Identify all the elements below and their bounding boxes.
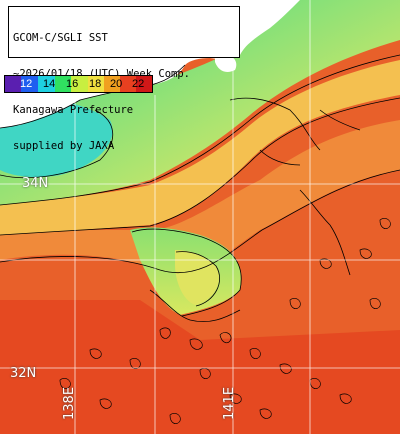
scale-segment	[21, 76, 38, 92]
longitude-label-141e: 141E	[222, 386, 237, 420]
scale-tick-12: 12	[20, 78, 33, 90]
temperature-color-scale: 12 14 16 18 20 22	[4, 75, 153, 93]
scale-segment	[55, 76, 71, 92]
title-line-3: Kanagawa Prefecture	[13, 104, 134, 116]
scale-segment	[71, 76, 88, 92]
scale-tick-22: 22	[132, 78, 145, 90]
isotherm-contours	[0, 54, 400, 323]
scale-segment	[136, 76, 152, 92]
scale-segment	[5, 76, 21, 92]
scale-segment	[38, 76, 55, 92]
scale-tick-18: 18	[89, 78, 102, 90]
scale-tick-14: 14	[43, 78, 56, 90]
isotherm-blobs	[59, 218, 391, 425]
yellow-water-region	[0, 60, 400, 235]
longitude-label-138e: 138E	[62, 386, 77, 420]
title-line-4: supplied by JAXA	[13, 140, 115, 152]
latitude-label-34n: 34N	[22, 176, 49, 191]
orange-water-region	[0, 120, 400, 272]
scale-tick-16: 16	[66, 78, 79, 90]
map-title-box: GCOM-C/SGLI SST ~2026/01/18 (UTC) Week C…	[8, 6, 240, 152]
scale-tick-20: 20	[110, 78, 123, 90]
title-line-1: GCOM-C/SGLI SST	[13, 32, 108, 44]
scale-segment	[104, 76, 120, 92]
scale-segment	[120, 76, 136, 92]
latitude-label-32n: 32N	[10, 366, 37, 381]
land-islet	[215, 55, 237, 73]
bay-inner-water	[175, 250, 219, 305]
scale-segment	[88, 76, 104, 92]
